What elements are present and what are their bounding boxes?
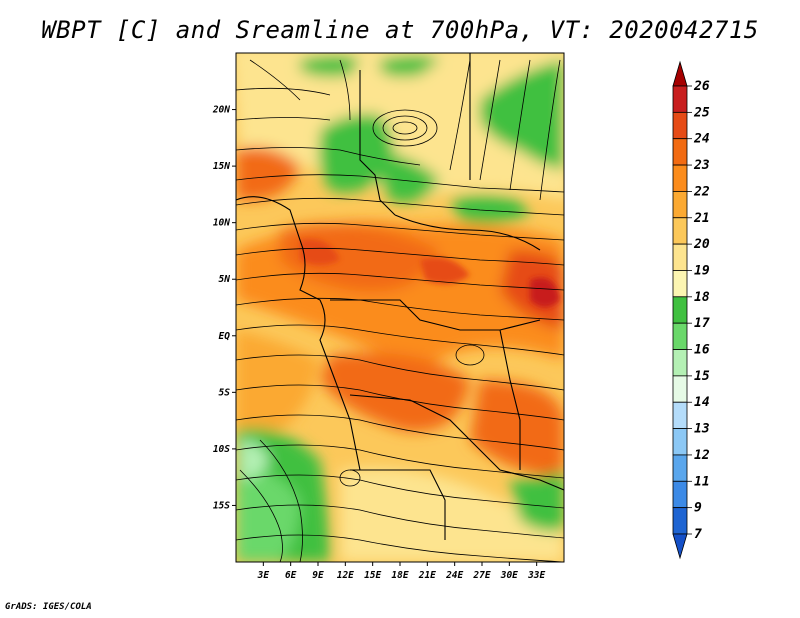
- colorbar-label: 11: [694, 474, 710, 489]
- lon-tick-label: 27E: [472, 570, 490, 581]
- lat-tick-label: 5N: [219, 274, 231, 285]
- colorbar-bin: [672, 480, 688, 509]
- colorbar-label: 12: [694, 448, 710, 463]
- colorbar-label: 15: [694, 369, 710, 384]
- lon-tick-label: 30E: [500, 570, 518, 581]
- colorbar-label: 25: [693, 105, 710, 120]
- colorbar-label: 18: [694, 290, 710, 305]
- lon-tick-label: 15E: [364, 570, 381, 581]
- chart-title: WBPT [C] and Sreamline at 700hPa, VT: 20…: [41, 16, 759, 44]
- lat-tick-label: 5S: [219, 387, 231, 398]
- colorbar-bin: [672, 138, 688, 166]
- lat-tick-label: 10S: [213, 444, 230, 455]
- lon-tick-label: 21E: [418, 570, 436, 581]
- colorbar-bin: [672, 270, 688, 298]
- colorbar-bin: [672, 428, 688, 456]
- colorbar-label: 22: [693, 184, 710, 199]
- lat-tick-label: 10N: [213, 218, 230, 229]
- colorbar-bin: [672, 111, 688, 140]
- colorbar-bin: [672, 507, 688, 535]
- colorbar-label: 23: [693, 158, 710, 173]
- colorbar-label: 9: [694, 501, 702, 516]
- colorbar-label: 13: [694, 422, 710, 437]
- colorbar-bin: [672, 401, 688, 429]
- colorbar: 26 25 24 23 22 21 20 19 18 17 16 15 14 13 12 11 9 7: [672, 60, 710, 560]
- temperature-field: [236, 53, 564, 562]
- colorbar-label: 14: [694, 395, 710, 410]
- colorbar-label: 26: [693, 79, 710, 94]
- colorbar-label: 24: [693, 132, 710, 147]
- longitude-axis: 3E 6E 9E 12E 15E 18E 21E 24E 27E 30E 33E: [257, 562, 546, 581]
- lon-tick-label: 6E: [285, 570, 297, 581]
- colorbar-label: 21: [693, 211, 710, 226]
- colorbar-bin: [672, 349, 688, 377]
- lon-tick-label: 33E: [527, 570, 545, 581]
- colorbar-label: 17: [694, 316, 710, 331]
- colorbar-bin: [672, 533, 688, 560]
- colorbar-label: 19: [694, 263, 710, 278]
- lat-tick-label: 15S: [213, 500, 230, 511]
- lat-tick-label: 15N: [213, 161, 230, 172]
- lon-tick-label: 9E: [312, 570, 324, 581]
- lon-tick-label: 18E: [391, 570, 408, 581]
- lon-tick-label: 3E: [257, 570, 270, 581]
- colorbar-bin: [672, 322, 688, 350]
- footer-credit: GrADS: IGES/COLA: [5, 602, 92, 612]
- colorbar-label: 20: [693, 237, 710, 252]
- country-boundaries: [236, 53, 564, 540]
- colorbar-bin: [672, 375, 688, 403]
- lon-tick-label: 12E: [337, 570, 354, 581]
- colorbar-bin: [672, 454, 688, 482]
- colorbar-label: 16: [694, 343, 710, 358]
- latitude-axis: 20N 15N 10N 5N EQ 5S 10S 15S: [212, 105, 236, 511]
- colorbar-bin: [672, 243, 688, 271]
- colorbar-bin: [672, 296, 688, 324]
- colorbar-bin: [672, 164, 688, 192]
- colorbar-bin: [672, 60, 688, 87]
- lat-tick-label: EQ: [219, 331, 231, 342]
- colorbar-bin: [672, 217, 688, 245]
- colorbar-label: 7: [694, 527, 702, 542]
- lon-tick-label: 24E: [445, 570, 463, 581]
- lat-tick-label: 20N: [212, 105, 230, 116]
- colorbar-bin: [672, 85, 688, 113]
- colorbar-bin: [672, 191, 688, 219]
